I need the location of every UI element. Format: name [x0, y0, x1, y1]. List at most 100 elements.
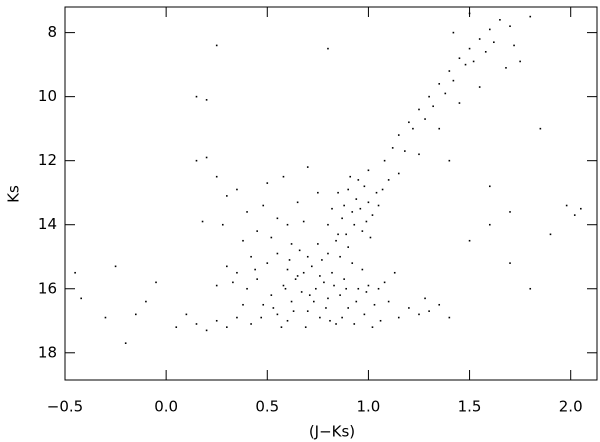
point	[294, 278, 297, 280]
point	[472, 60, 475, 63]
point	[282, 175, 285, 178]
point	[266, 262, 269, 264]
y-tick-label: 8	[47, 23, 57, 41]
point	[331, 207, 333, 210]
point	[468, 239, 471, 242]
point	[363, 313, 366, 316]
point	[124, 342, 127, 344]
point	[236, 188, 238, 191]
point	[424, 297, 426, 300]
point	[337, 233, 339, 236]
point	[276, 313, 279, 316]
point	[331, 271, 333, 274]
point	[215, 284, 218, 287]
point	[438, 83, 441, 85]
point	[343, 204, 345, 207]
point	[565, 204, 568, 207]
point	[308, 294, 311, 296]
point	[452, 31, 455, 34]
point	[288, 259, 291, 261]
point	[296, 201, 299, 204]
point	[347, 307, 349, 309]
point	[509, 262, 511, 264]
point	[201, 220, 204, 223]
point	[367, 284, 370, 287]
point	[397, 134, 400, 136]
point	[408, 121, 410, 124]
point	[306, 255, 309, 258]
point	[351, 262, 354, 264]
point	[363, 185, 366, 188]
point	[355, 300, 358, 303]
point	[302, 220, 305, 223]
point	[357, 287, 360, 290]
point	[306, 166, 309, 168]
point	[347, 188, 349, 191]
point	[387, 300, 390, 303]
point	[114, 265, 117, 268]
point	[428, 95, 430, 98]
point	[325, 307, 327, 309]
point	[452, 79, 455, 82]
point	[327, 223, 329, 226]
point	[478, 38, 481, 40]
x-axis-label: (J−Ks)	[309, 423, 355, 441]
point	[371, 214, 374, 216]
point	[282, 284, 285, 287]
point	[215, 319, 218, 322]
point	[397, 316, 400, 319]
point	[438, 127, 441, 130]
point	[365, 220, 368, 223]
point	[375, 191, 378, 194]
point	[260, 316, 263, 319]
point	[290, 243, 293, 245]
point	[185, 313, 188, 316]
point	[488, 223, 491, 226]
point	[300, 291, 303, 293]
point	[573, 214, 576, 216]
point	[412, 127, 414, 130]
point	[509, 25, 511, 28]
point	[468, 47, 471, 50]
point	[317, 191, 319, 194]
point	[195, 159, 198, 162]
point	[256, 278, 258, 280]
point	[286, 319, 289, 322]
point	[367, 169, 370, 172]
point	[256, 230, 258, 232]
point	[499, 19, 501, 21]
point	[580, 207, 582, 210]
point	[286, 268, 289, 271]
point	[393, 271, 396, 274]
point	[418, 313, 420, 316]
point	[104, 316, 107, 319]
point	[383, 281, 386, 284]
point	[488, 185, 491, 188]
point	[529, 15, 532, 18]
point	[529, 287, 532, 290]
point	[315, 287, 317, 290]
point	[355, 198, 358, 200]
point	[276, 217, 279, 220]
point	[505, 67, 507, 69]
point	[391, 147, 394, 149]
point	[270, 294, 273, 296]
y-axis-label: Ks	[5, 185, 23, 203]
point	[549, 233, 552, 236]
point	[361, 230, 364, 232]
point	[262, 303, 265, 306]
point	[327, 297, 329, 300]
x-tick-label: 1.5	[458, 398, 482, 416]
point	[134, 313, 137, 316]
point	[317, 243, 319, 245]
point	[365, 291, 368, 293]
point	[351, 211, 354, 213]
point	[321, 259, 323, 261]
point	[266, 182, 269, 184]
point	[296, 275, 299, 277]
point	[387, 179, 390, 181]
point	[418, 108, 420, 111]
point	[353, 223, 356, 226]
plot-frame	[64, 6, 598, 381]
y-tick-label: 14	[38, 215, 57, 233]
